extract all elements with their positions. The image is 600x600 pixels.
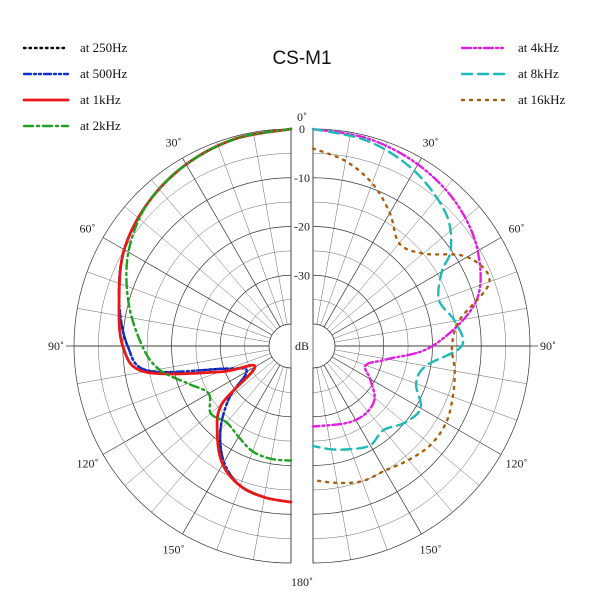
radial-unit-label: dB bbox=[295, 339, 309, 353]
legend-label-4: at 4kHz bbox=[518, 40, 559, 55]
grid-spoke bbox=[323, 157, 422, 328]
grid-spoke bbox=[316, 132, 351, 325]
grid-spoke bbox=[77, 349, 270, 384]
grid-spoke bbox=[320, 142, 388, 326]
angle-tick-label: 0˚ bbox=[297, 110, 307, 124]
grid-spoke bbox=[182, 157, 281, 328]
grid-spoke bbox=[323, 364, 422, 535]
grid-spoke bbox=[151, 362, 278, 513]
angle-tick-label: 60˚ bbox=[509, 222, 525, 236]
angle-tick-label: 120˚ bbox=[506, 457, 528, 471]
series-line-3 bbox=[125, 127, 293, 462]
grid-spoke bbox=[216, 142, 284, 326]
angle-tick-label: 150˚ bbox=[420, 543, 442, 557]
legend-label-3: at 2kHz bbox=[80, 118, 121, 133]
angle-tick-label: 30˚ bbox=[166, 136, 182, 150]
radial-tick-label: -10 bbox=[294, 171, 310, 185]
grid-spoke bbox=[334, 308, 527, 343]
grid-spoke bbox=[331, 237, 502, 336]
grid-spoke bbox=[316, 367, 351, 560]
grid-spoke bbox=[334, 349, 527, 384]
radial-tick-label: -30 bbox=[294, 268, 310, 282]
grid-spoke bbox=[333, 271, 517, 339]
grid-spoke bbox=[326, 362, 453, 513]
grid-spoke bbox=[87, 353, 271, 421]
angle-tick-label: 30˚ bbox=[423, 136, 439, 150]
legend-label-6: at 16kHz bbox=[518, 92, 566, 107]
legend: at 250Hz at 500Hz at 1kHz at 2kHz at 4kHz at … bbox=[22, 40, 566, 133]
grid-spoke bbox=[102, 237, 273, 336]
grid-spoke bbox=[124, 359, 275, 486]
series-line-6 bbox=[311, 147, 491, 485]
grid-spoke bbox=[329, 206, 480, 333]
grid-spoke bbox=[151, 179, 278, 330]
grid-spoke bbox=[124, 206, 275, 333]
series-line-4 bbox=[311, 127, 482, 428]
grid-spoke bbox=[333, 353, 517, 421]
radial-tick-label: -20 bbox=[294, 220, 310, 234]
angle-tick-label: 90˚ bbox=[540, 339, 556, 353]
grid-spoke bbox=[326, 179, 453, 330]
angle-tick-label: 60˚ bbox=[80, 222, 96, 236]
series-line-5 bbox=[311, 127, 465, 451]
angle-tick-label: 150˚ bbox=[163, 543, 185, 557]
grid-spoke bbox=[182, 364, 281, 535]
grid-spoke bbox=[253, 367, 288, 560]
grid-spoke bbox=[331, 356, 502, 455]
angle-tick-label: 120˚ bbox=[77, 457, 99, 471]
legend-label-2: at 1kHz bbox=[80, 92, 121, 107]
legend-label-0: at 250Hz bbox=[80, 40, 128, 55]
grid-spoke bbox=[102, 356, 273, 455]
legend-label-1: at 500Hz bbox=[80, 66, 128, 81]
angle-tick-label: 180˚ bbox=[291, 575, 313, 589]
axis-labels: CS-M1 dB 0˚ 30˚ 30˚ 60˚ 60˚ 90˚ 90˚ 120˚ 120˚ 150… bbox=[48, 48, 556, 589]
legend-label-5: at 8kHz bbox=[518, 66, 559, 81]
grid-spoke bbox=[216, 366, 284, 550]
angle-tick-label: 90˚ bbox=[48, 339, 64, 353]
series-curves bbox=[117, 127, 491, 504]
grid-spoke bbox=[77, 308, 270, 343]
grid-spoke bbox=[320, 366, 388, 550]
radial-tick-label: 0 bbox=[299, 122, 305, 136]
chart-title: CS-M1 bbox=[272, 48, 331, 69]
grid-spoke bbox=[87, 271, 271, 339]
grid-spoke bbox=[253, 132, 288, 325]
